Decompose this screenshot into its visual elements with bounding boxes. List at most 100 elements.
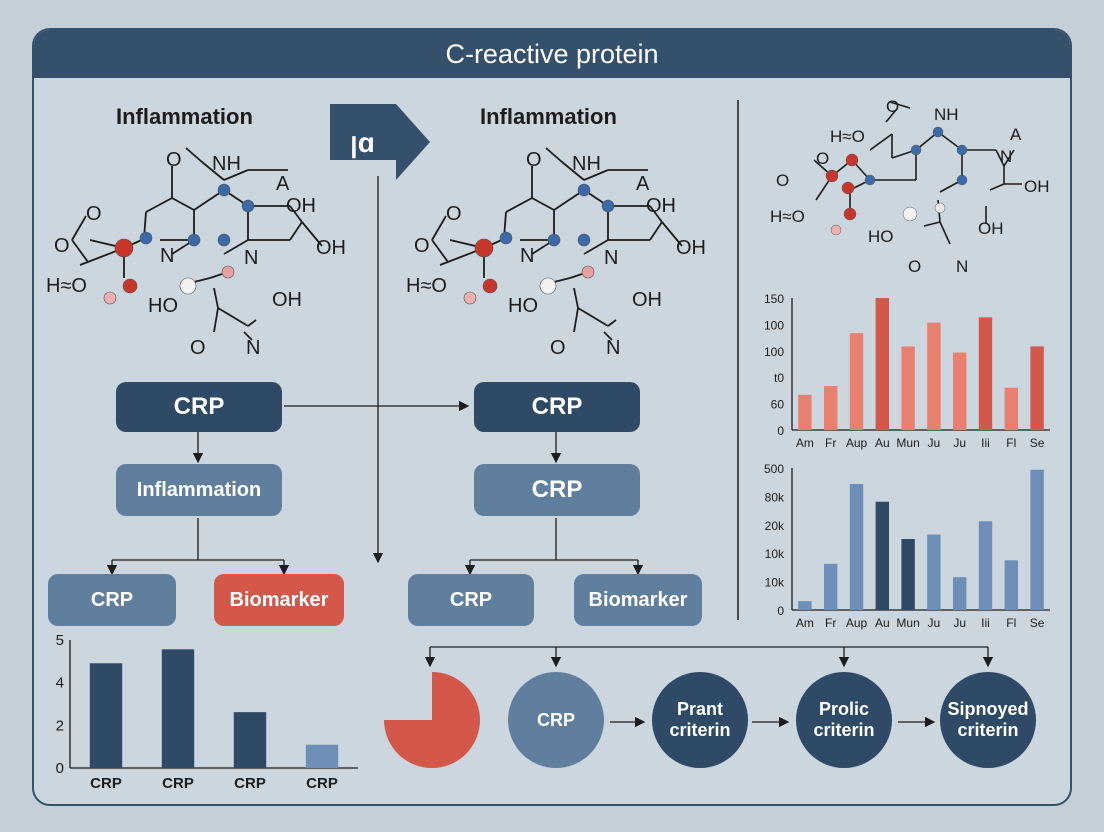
page-title: C-reactive protein xyxy=(34,30,1070,78)
atom xyxy=(932,126,944,138)
atom-label: O xyxy=(550,337,566,359)
atom-label: OH xyxy=(676,237,706,259)
x-tick-label: Aup xyxy=(846,436,868,450)
atom xyxy=(187,233,201,247)
atom-label: OH xyxy=(316,237,346,259)
y-tick-label: 2 xyxy=(56,717,64,734)
bar xyxy=(798,601,812,610)
bar xyxy=(952,352,967,430)
bar xyxy=(823,386,838,430)
atom xyxy=(581,265,595,279)
molecule-bond xyxy=(247,319,257,327)
molecule-bond xyxy=(243,331,253,341)
bar xyxy=(89,663,123,768)
molecule-bond xyxy=(431,239,449,263)
process-circle-2: Prant criterin xyxy=(652,672,748,768)
y-tick-label: 0 xyxy=(777,424,784,438)
molecule-bond xyxy=(505,197,533,213)
molecule-bond xyxy=(573,307,579,333)
bar xyxy=(1030,346,1044,430)
x-tick-label: CRP xyxy=(162,775,194,792)
atom-label: O xyxy=(776,171,789,190)
molecule-bond xyxy=(995,149,1005,167)
bar xyxy=(849,483,864,610)
atom xyxy=(547,233,561,247)
atom-label: NH xyxy=(212,153,241,175)
molecule-bond xyxy=(217,307,249,327)
atom-label: O xyxy=(414,235,430,257)
bar xyxy=(161,649,195,768)
y-tick-label: 80k xyxy=(765,490,785,504)
bar xyxy=(1004,560,1019,610)
left-crp-sub-box: CRP xyxy=(48,574,176,626)
atom xyxy=(830,224,842,236)
pie-wedge xyxy=(384,672,480,768)
middle-crp-box: CRP xyxy=(474,382,640,432)
y-tick-label: 150 xyxy=(764,292,784,306)
molecule-bond xyxy=(939,221,951,245)
molecule-bond xyxy=(213,287,219,309)
atom xyxy=(463,291,477,305)
x-tick-label: CRP xyxy=(306,775,338,792)
molecule-bond xyxy=(577,307,609,327)
atom-label: H≈O xyxy=(46,275,87,297)
atom xyxy=(841,181,855,195)
atom-label: O xyxy=(190,337,206,359)
atom xyxy=(217,233,231,247)
atom-label: OH xyxy=(272,289,302,311)
molecule-bond xyxy=(989,183,1005,191)
molecule-bond xyxy=(583,169,609,181)
x-tick-label: Fr xyxy=(825,436,836,450)
x-tick-label: Au xyxy=(875,616,890,630)
forward-arrow-icon xyxy=(330,104,430,180)
x-tick-label: Am xyxy=(796,436,814,450)
atom-label: O xyxy=(908,257,921,276)
atom-label: NH xyxy=(934,105,959,124)
molecule-bond xyxy=(171,197,195,211)
atom xyxy=(825,169,839,183)
left-inflammation-box: Inflammation xyxy=(116,464,282,516)
molecule-bond xyxy=(213,307,219,333)
arrow-icon-glyph: ꞁɑ xyxy=(350,127,375,158)
molecule-bond xyxy=(649,221,663,241)
atom-label: OH xyxy=(632,289,662,311)
y-tick-label: 100 xyxy=(764,318,784,332)
molecule-bond xyxy=(583,239,609,255)
x-tick-label: Ju xyxy=(953,436,966,450)
molecule-bond xyxy=(607,319,617,327)
atom xyxy=(139,231,153,245)
atom-label: A xyxy=(276,173,290,195)
x-tick-label: Am xyxy=(796,616,814,630)
bar xyxy=(1030,469,1044,610)
atom-label: H≈O xyxy=(770,207,805,226)
middle-biomarker-box: Biomarker xyxy=(574,574,702,626)
bar xyxy=(927,534,941,610)
molecule-bond xyxy=(889,101,911,109)
y-tick-label: 0 xyxy=(777,604,784,618)
y-tick-label: 10k xyxy=(765,547,785,561)
bar xyxy=(901,346,915,430)
bar xyxy=(927,322,941,430)
y-tick-label: 20k xyxy=(765,519,785,533)
molecule-bond xyxy=(1003,149,1015,167)
x-tick-label: Iii xyxy=(981,616,990,630)
process-circle-4: Sipnoyed criterin xyxy=(940,672,1036,768)
atom-label: N xyxy=(1000,147,1012,166)
atom-label: O xyxy=(54,235,70,257)
molecule-bond xyxy=(431,215,447,241)
process-circle-3: Prolic criterin xyxy=(796,672,892,768)
atom xyxy=(241,199,255,213)
x-tick-label: Ju xyxy=(928,616,941,630)
atom xyxy=(577,183,591,197)
atom xyxy=(482,278,498,294)
y-tick-label: 5 xyxy=(56,632,64,649)
atom-label: A xyxy=(636,173,650,195)
x-tick-label: Fr xyxy=(825,616,836,630)
atom-label: N xyxy=(606,337,620,359)
atom xyxy=(103,291,117,305)
atom-label: N xyxy=(244,247,258,269)
x-tick-label: CRP xyxy=(234,775,266,792)
atom-label: O xyxy=(446,203,462,225)
